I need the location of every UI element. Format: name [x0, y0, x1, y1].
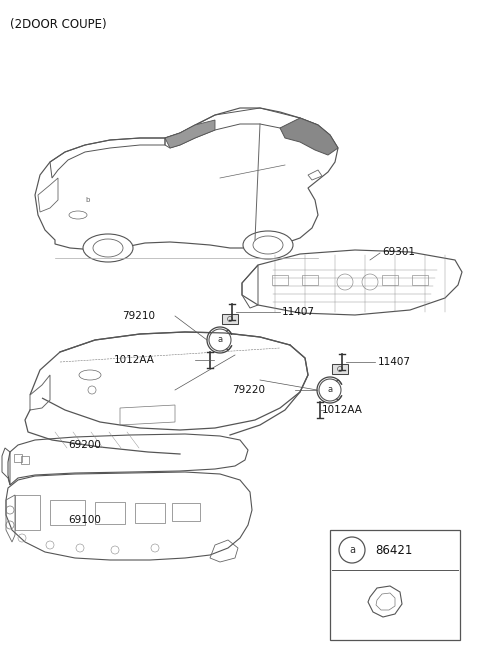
- Text: 79210: 79210: [122, 311, 155, 321]
- Polygon shape: [280, 118, 338, 155]
- Bar: [222, 314, 238, 324]
- Text: 1012AA: 1012AA: [322, 405, 363, 415]
- Ellipse shape: [83, 234, 133, 262]
- Text: 69200: 69200: [68, 440, 101, 450]
- Circle shape: [339, 537, 365, 563]
- Text: 1012AA: 1012AA: [114, 355, 155, 365]
- Bar: [15, 495, 40, 530]
- Ellipse shape: [243, 231, 293, 259]
- Circle shape: [319, 379, 341, 401]
- Bar: [135, 503, 165, 523]
- Bar: [50, 500, 85, 525]
- Circle shape: [209, 329, 231, 351]
- Bar: [21, 456, 29, 464]
- Text: a: a: [349, 545, 355, 555]
- Bar: [412, 275, 428, 285]
- Text: 79220: 79220: [232, 385, 265, 395]
- Text: b: b: [86, 197, 90, 203]
- Text: 69100: 69100: [68, 515, 101, 525]
- Text: 11407: 11407: [378, 357, 411, 367]
- Bar: [14, 454, 22, 462]
- Text: 86421: 86421: [375, 543, 412, 557]
- Text: a: a: [327, 385, 333, 395]
- Bar: [330, 530, 460, 640]
- Bar: [272, 275, 288, 285]
- Bar: [332, 364, 348, 374]
- Bar: [382, 275, 398, 285]
- Text: a: a: [217, 336, 223, 344]
- Bar: [302, 275, 318, 285]
- Text: 11407: 11407: [282, 307, 315, 317]
- Polygon shape: [165, 120, 215, 148]
- Bar: [95, 502, 125, 524]
- Text: (2DOOR COUPE): (2DOOR COUPE): [10, 18, 107, 31]
- Text: 69301: 69301: [382, 247, 415, 257]
- Bar: [172, 503, 200, 521]
